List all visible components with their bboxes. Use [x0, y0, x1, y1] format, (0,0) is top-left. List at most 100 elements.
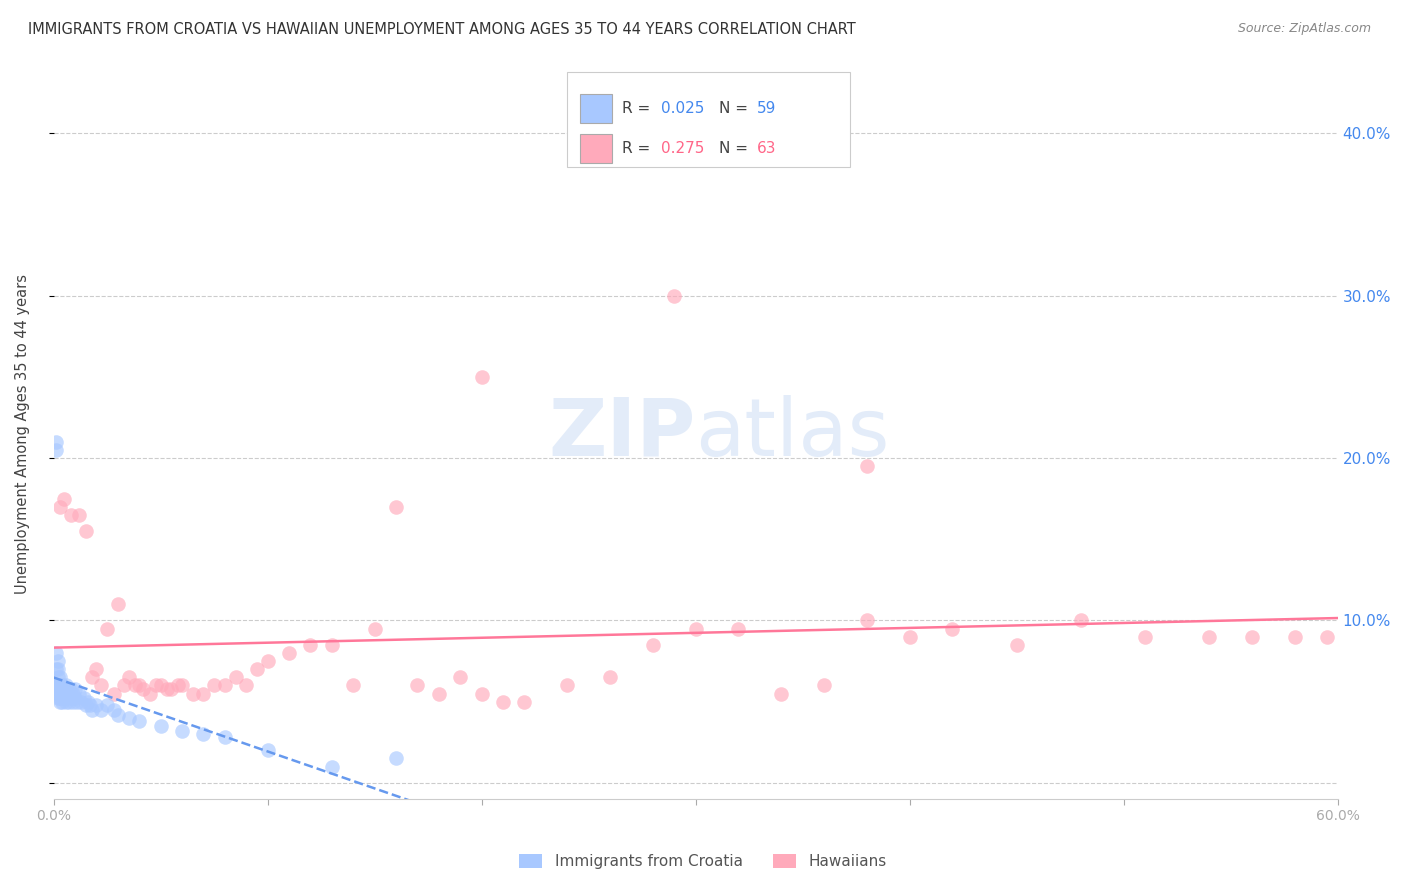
- Point: [51, 678, 73, 692]
- FancyBboxPatch shape: [581, 94, 612, 123]
- Point: [727, 622, 749, 636]
- Point: [76, 695, 98, 709]
- Legend: Immigrants from Croatia, Hawaiians: Immigrants from Croatia, Hawaiians: [513, 848, 893, 875]
- Point: [46, 678, 69, 692]
- Point: [132, 681, 155, 696]
- Point: [256, 654, 278, 668]
- Point: [67, 687, 90, 701]
- Point: [62, 695, 84, 709]
- Point: [59, 681, 82, 696]
- Point: [67, 508, 90, 522]
- Point: [128, 678, 150, 692]
- Point: [1005, 638, 1028, 652]
- Point: [214, 678, 236, 692]
- Point: [46, 691, 69, 706]
- Point: [58, 681, 80, 696]
- Point: [55, 695, 77, 709]
- Point: [82, 670, 104, 684]
- Point: [63, 691, 86, 706]
- Text: R =: R =: [623, 101, 655, 116]
- Point: [96, 698, 118, 712]
- Point: [90, 678, 112, 692]
- Point: [46, 654, 69, 668]
- Point: [1240, 630, 1263, 644]
- Point: [117, 711, 139, 725]
- Text: R =: R =: [623, 141, 655, 156]
- Point: [149, 678, 172, 692]
- Point: [856, 459, 879, 474]
- Point: [1133, 630, 1156, 644]
- Point: [45, 443, 67, 458]
- Point: [321, 638, 343, 652]
- Point: [941, 622, 963, 636]
- Point: [321, 759, 343, 773]
- Point: [51, 687, 73, 701]
- Point: [256, 743, 278, 757]
- Point: [193, 727, 215, 741]
- Point: [75, 698, 97, 712]
- Point: [513, 695, 536, 709]
- Point: [49, 687, 72, 701]
- Text: 63: 63: [758, 141, 776, 156]
- Point: [86, 698, 108, 712]
- Point: [813, 678, 835, 692]
- Point: [51, 695, 73, 709]
- Point: [53, 691, 76, 706]
- Point: [1198, 630, 1220, 644]
- Point: [363, 622, 385, 636]
- Text: IMMIGRANTS FROM CROATIA VS HAWAIIAN UNEMPLOYMENT AMONG AGES 35 TO 44 YEARS CORRE: IMMIGRANTS FROM CROATIA VS HAWAIIAN UNEM…: [28, 22, 856, 37]
- Point: [599, 670, 621, 684]
- Point: [128, 714, 150, 728]
- Point: [58, 695, 80, 709]
- Text: ZIP: ZIP: [548, 395, 696, 473]
- Point: [170, 723, 193, 738]
- Point: [59, 691, 82, 706]
- Point: [58, 687, 80, 701]
- Point: [103, 703, 125, 717]
- Text: 59: 59: [758, 101, 776, 116]
- Point: [49, 678, 72, 692]
- Point: [45, 646, 67, 660]
- Text: atlas: atlas: [696, 395, 890, 473]
- Point: [55, 687, 77, 701]
- Point: [117, 670, 139, 684]
- Point: [53, 491, 76, 506]
- Point: [112, 678, 135, 692]
- Text: Source: ZipAtlas.com: Source: ZipAtlas.com: [1237, 22, 1371, 36]
- Point: [181, 687, 204, 701]
- Point: [449, 670, 471, 684]
- FancyBboxPatch shape: [567, 72, 849, 167]
- Point: [193, 687, 215, 701]
- Point: [166, 678, 188, 692]
- Point: [66, 695, 89, 709]
- Point: [406, 678, 429, 692]
- Point: [46, 687, 69, 701]
- Point: [103, 687, 125, 701]
- Point: [49, 681, 72, 696]
- Point: [46, 662, 69, 676]
- Point: [86, 662, 108, 676]
- Point: [45, 678, 67, 692]
- Point: [342, 678, 364, 692]
- Point: [75, 524, 97, 539]
- Point: [160, 681, 183, 696]
- Point: [79, 698, 101, 712]
- Point: [124, 678, 146, 692]
- Point: [555, 678, 578, 692]
- Point: [45, 434, 67, 449]
- Point: [107, 707, 129, 722]
- Point: [664, 289, 686, 303]
- Point: [641, 638, 664, 652]
- Point: [55, 678, 77, 692]
- Point: [492, 695, 515, 709]
- Point: [898, 630, 921, 644]
- Point: [139, 687, 162, 701]
- Point: [471, 370, 494, 384]
- Point: [214, 731, 236, 745]
- Point: [278, 646, 301, 660]
- Point: [145, 678, 167, 692]
- Point: [90, 703, 112, 717]
- Point: [59, 508, 82, 522]
- Point: [385, 500, 408, 514]
- Text: N =: N =: [718, 101, 752, 116]
